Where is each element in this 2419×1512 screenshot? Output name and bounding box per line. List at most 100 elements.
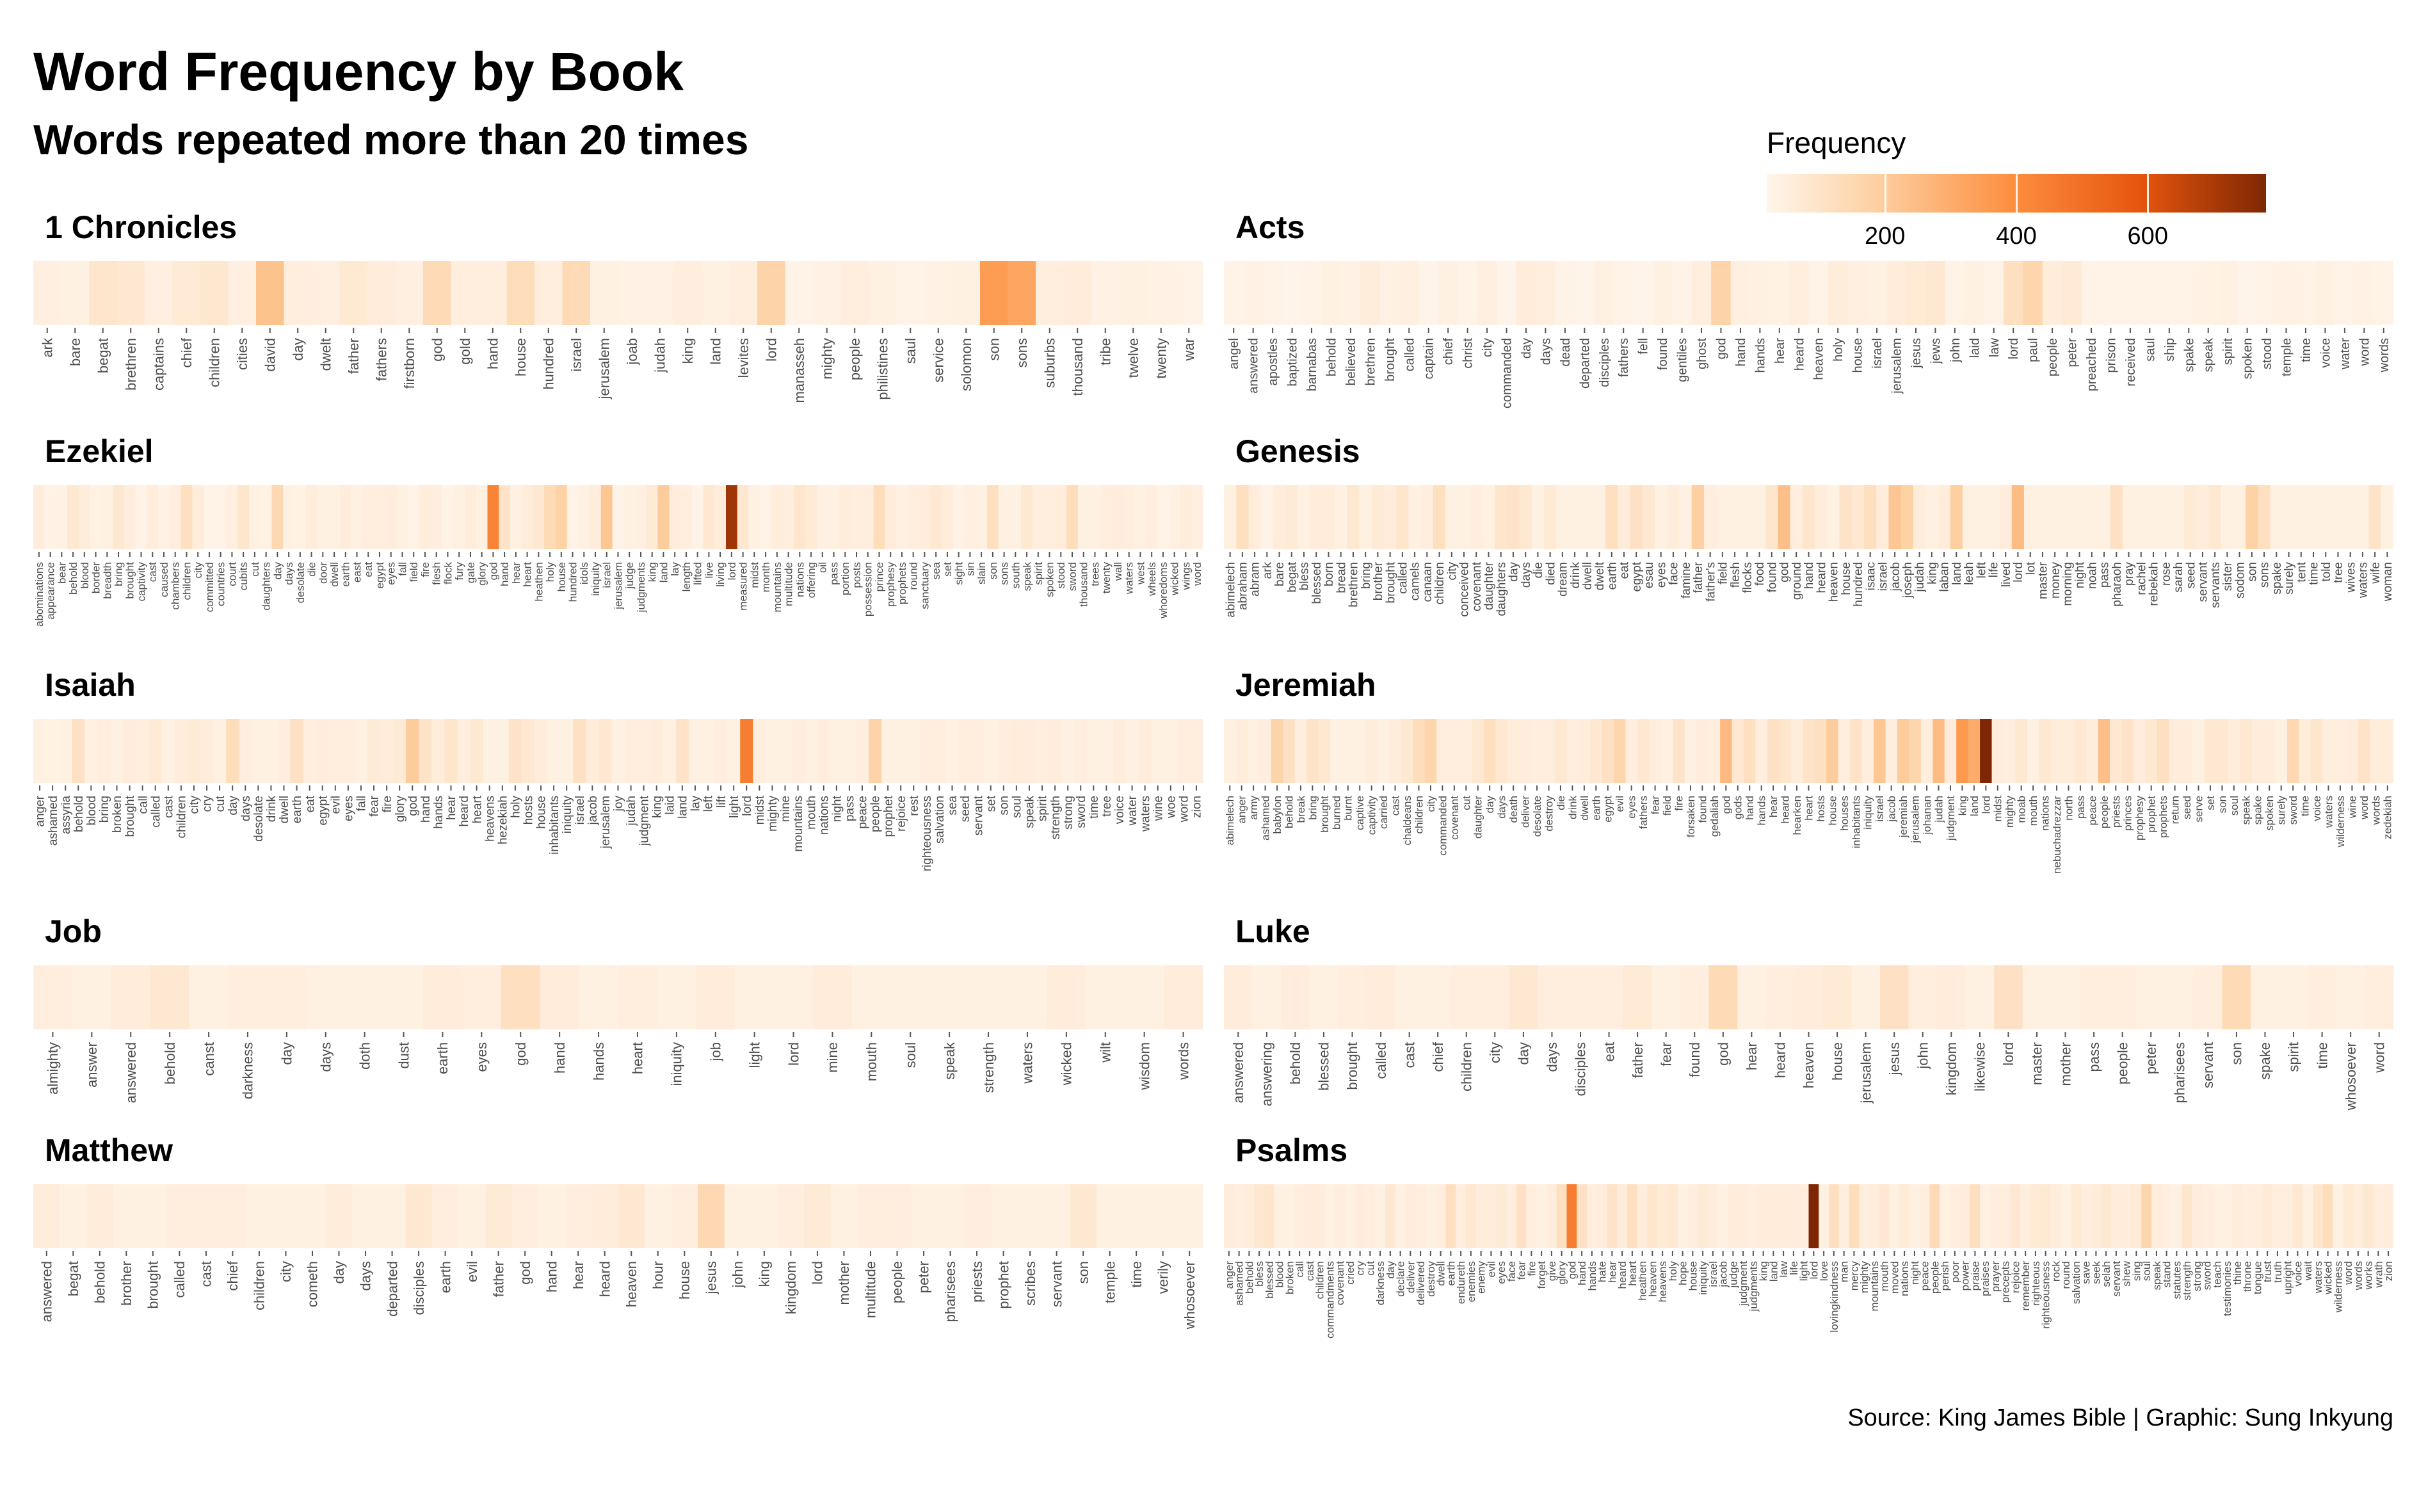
x-tick-label: broken bbox=[111, 796, 124, 833]
heatmap-cell bbox=[963, 1184, 991, 1248]
x-tick-label: laban bbox=[1938, 562, 1952, 592]
heatmap-cell bbox=[33, 965, 73, 1029]
heatmap-cell bbox=[2212, 1184, 2222, 1248]
x-tick-label: lord bbox=[2000, 1042, 2016, 1066]
heatmap-cell bbox=[33, 261, 62, 325]
x-tick-label: surely bbox=[2283, 562, 2296, 595]
x-tick-label: heart bbox=[470, 795, 484, 823]
x-tick-label: eat bbox=[1601, 1042, 1617, 1062]
heatmap-cell bbox=[1950, 1184, 1961, 1248]
heatmap-cell bbox=[252, 719, 265, 783]
heatmap-cell bbox=[1379, 261, 1400, 325]
heatmap-cell bbox=[1032, 485, 1045, 549]
x-tick-label: slain bbox=[976, 562, 988, 584]
heatmap-cell bbox=[2027, 719, 2039, 783]
heatmap-cell bbox=[933, 719, 947, 783]
x-tick-label: priests bbox=[2110, 796, 2122, 828]
heatmap-cell bbox=[1354, 719, 1367, 783]
x-tick-label: rose bbox=[2160, 562, 2173, 586]
x-tick-label: son bbox=[2246, 562, 2259, 582]
x-tick-label: hour bbox=[650, 1261, 666, 1289]
heatmap-cell bbox=[1063, 261, 1092, 325]
heatmap-cell bbox=[2101, 1184, 2112, 1248]
heatmap-cell bbox=[1913, 485, 1926, 549]
x-tick-label: days bbox=[1539, 338, 1553, 365]
heatmap-cell bbox=[1566, 1184, 1577, 1248]
heatmap-cell bbox=[1737, 965, 1767, 1029]
heatmap-cell bbox=[702, 719, 715, 783]
heatmap-cell bbox=[2216, 719, 2229, 783]
heatmap-cell bbox=[86, 1184, 114, 1248]
x-tick-label: words bbox=[1175, 1042, 1191, 1081]
heatmap-cell bbox=[1224, 719, 1237, 783]
x-tick-label: sister bbox=[2221, 561, 2235, 591]
x-tick-label: begat bbox=[95, 338, 111, 373]
x-tick-label: posts bbox=[851, 562, 863, 588]
heatmap-cell bbox=[1578, 719, 1591, 783]
heatmap-cell bbox=[751, 1184, 778, 1248]
heatmap-cell bbox=[2373, 1184, 2384, 1248]
heatmap-cell bbox=[842, 719, 856, 783]
heatmap-cell bbox=[1847, 261, 1868, 325]
x-tick-label: light bbox=[746, 1042, 762, 1068]
heatmap-cell bbox=[374, 485, 386, 549]
x-tick-label: hearken bbox=[1791, 796, 1803, 835]
heatmap-cell bbox=[1506, 1184, 1517, 1248]
x-tick-label: desolate bbox=[1531, 796, 1543, 837]
heatmap-cell bbox=[1509, 965, 1538, 1029]
heatmap-cell bbox=[855, 719, 869, 783]
heatmap-cell bbox=[1244, 1184, 1255, 1248]
heatmap-cell bbox=[226, 719, 239, 783]
x-tick-label: servant bbox=[2197, 561, 2210, 602]
heatmap-cell bbox=[1753, 485, 1766, 549]
x-tick-label: city bbox=[1445, 562, 1459, 581]
heatmap-cell bbox=[1100, 485, 1113, 549]
heatmap-cell bbox=[1049, 719, 1062, 783]
x-tick-label: iniquity bbox=[561, 796, 574, 834]
heatmap-cell bbox=[1755, 719, 1768, 783]
x-tick-label: hear bbox=[1773, 338, 1787, 364]
heatmap-cell bbox=[2240, 719, 2253, 783]
x-tick-label: word bbox=[2342, 1261, 2354, 1285]
x-tick-label: righteousness bbox=[2040, 1261, 2052, 1329]
heatmap-cell bbox=[1720, 719, 1733, 783]
heatmap-cell bbox=[599, 719, 613, 783]
heatmap-cell bbox=[1324, 1184, 1335, 1248]
heatmap-cell bbox=[113, 1184, 140, 1248]
heatmap-cell bbox=[1284, 1184, 1295, 1248]
heatmap-cell bbox=[637, 719, 651, 783]
x-tick-label: appearance bbox=[45, 562, 57, 620]
panel-title: Ezekiel bbox=[45, 433, 154, 469]
x-tick-label: rejoice bbox=[2009, 1261, 2021, 1293]
x-tick-label: mighty bbox=[819, 338, 835, 380]
heatmap-cell bbox=[1538, 965, 1567, 1029]
x-tick-label: children bbox=[252, 1261, 268, 1310]
heatmap-cell bbox=[1021, 485, 1033, 549]
x-tick-label: north bbox=[2062, 796, 2075, 821]
heatmap-cell bbox=[2370, 719, 2383, 783]
x-tick-label: sons bbox=[2258, 562, 2272, 588]
heatmap-cell bbox=[2319, 485, 2333, 549]
heatmap-cell bbox=[1009, 719, 1024, 783]
heatmap-cell bbox=[521, 719, 535, 783]
heatmap-cell bbox=[2171, 485, 2185, 549]
heatmap-cell bbox=[1445, 1184, 1456, 1248]
heatmap-cell bbox=[345, 965, 385, 1029]
heatmap-cell bbox=[1066, 485, 1079, 549]
x-tick-label: iniquity bbox=[669, 1042, 685, 1086]
x-tick-label: pharisees bbox=[2171, 1042, 2187, 1103]
x-tick-label: tree bbox=[2332, 562, 2345, 583]
heatmap-cell bbox=[1965, 261, 1985, 325]
x-tick-label: voice bbox=[2311, 796, 2323, 821]
heatmap-cell bbox=[702, 261, 730, 325]
heatmap-cell bbox=[2368, 485, 2382, 549]
heatmap-cell bbox=[299, 1184, 326, 1248]
heatmap-cell bbox=[1438, 261, 1458, 325]
x-tick-label: night bbox=[2073, 561, 2087, 588]
heatmap-cell bbox=[1897, 719, 1909, 783]
x-tick-label: sword bbox=[2287, 796, 2299, 824]
x-tick-label: heathen bbox=[533, 562, 545, 601]
heatmap-cell bbox=[1965, 965, 1995, 1029]
heatmap-cell bbox=[869, 719, 882, 783]
x-tick-label: word bbox=[2358, 338, 2372, 366]
